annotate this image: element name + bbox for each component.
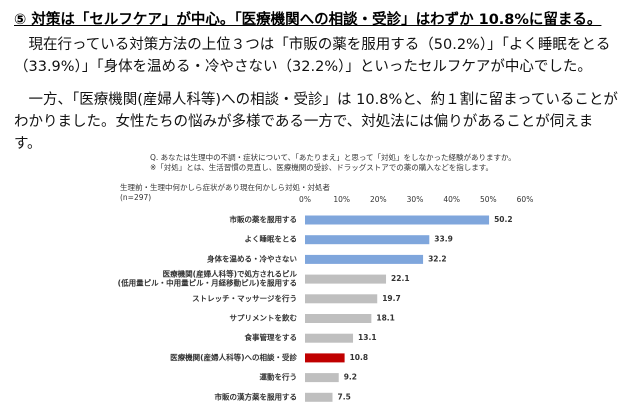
paragraph: 一方、「医療機関(産婦人科等)への相談・受診」は 10.8%と、約１割に留まって… [14,92,618,152]
paragraph: 現在行っている対策方法の上位３つは「市販の薬を服用する（50.2%）」「よく睡眠… [14,37,611,75]
sample: (n=297) [120,193,151,202]
bar [305,254,424,264]
bar [305,353,345,363]
value-label: 22.1 [391,274,410,283]
chart: Q. あなたは生理中の不調・症状について、「あたりまえ」と思って「対処」をしなか… [118,152,534,402]
x-tick-label: 40% [443,195,460,204]
category-label: 医療機関(産婦人科等)への相談・受診 [170,352,297,362]
category-label: 食事管理をする [245,332,298,342]
value-label: 33.9 [434,235,453,244]
note: ※「対処」とは、生活習慣の見直し、医療機関の受診、ドラッグストアでの薬の購入など… [150,162,493,172]
category-label: 身体を温める・冷やさない [207,253,297,263]
x-tick-label: 60% [517,195,534,204]
x-tick-label: 50% [480,195,497,204]
bar [305,314,372,323]
value-label: 7.5 [338,392,351,401]
bar [305,333,354,343]
value-label: 18.1 [376,314,395,323]
value-label: 9.2 [344,373,357,382]
x-tick-label: 30% [407,195,424,204]
value-label: 32.2 [428,254,447,263]
x-tick-label: 20% [370,195,387,204]
bar [305,274,387,284]
bar [305,294,378,304]
bar [305,373,339,383]
bar [305,235,430,245]
category-label: ストレッチ・マッサージを行う [192,293,297,303]
question: Q. あなたは生理中の不調・症状について、「あたりまえ」と思って「対処」をしなか… [150,152,516,162]
value-label: 10.8 [350,353,369,362]
category-label: よく睡眠をとる [245,234,298,244]
x-tick-label: 0% [299,195,311,204]
category-label: 市販の薬を服用する [230,214,298,224]
bar [305,215,490,225]
x-tick-label: 10% [333,195,350,204]
category-label: 市販の漢方薬を服用する [215,391,298,401]
category-label: サプリメントを飲む [230,313,298,323]
value-label: 50.2 [494,215,513,224]
heading: ⑤ 対策は「セルフケア」が中心。「医療機関への相談・受診」はわずか 10.8%に… [14,12,602,28]
bar [305,392,333,402]
value-label: 19.7 [382,294,401,303]
category-label: 運動を行う [260,372,298,382]
value-label: 13.1 [358,333,377,342]
category-label: 医療機関(産婦人科等)で処方されるピル(低用量ピル・中用量ピル・月経移動ピル)を… [118,269,298,288]
subtitle: 生理前・生理中何かしら症状があり現在何かしら対処・対処者 [120,182,330,192]
